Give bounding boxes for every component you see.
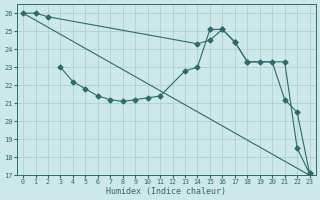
X-axis label: Humidex (Indice chaleur): Humidex (Indice chaleur) <box>106 187 226 196</box>
